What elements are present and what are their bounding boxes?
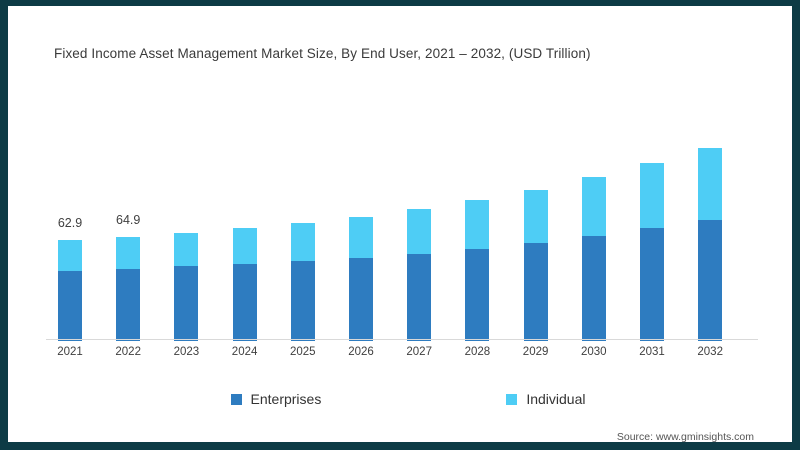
bar-group-2024[interactable] xyxy=(232,101,257,341)
x-axis-line xyxy=(46,339,758,340)
bar-segment-enterprises[interactable] xyxy=(349,257,373,341)
x-axis-tick-2026: 2026 xyxy=(348,346,374,358)
bar-group-2029[interactable] xyxy=(523,101,548,341)
x-axis-tick-2032: 2032 xyxy=(697,346,723,358)
x-axis-tick-2029: 2029 xyxy=(522,346,549,358)
bar-value-label-2021: 62.9 xyxy=(57,215,83,230)
chart-legend: Enterprises Individual xyxy=(8,391,800,407)
bar-group-2023[interactable] xyxy=(174,101,199,341)
bar-segment-individual[interactable] xyxy=(58,240,82,271)
x-axis-tick-2028: 2028 xyxy=(464,346,491,358)
bar-group-2028[interactable] xyxy=(465,101,490,341)
x-axis-tick-2030: 2030 xyxy=(581,346,607,358)
chart-card: Fixed Income Asset Management Market Siz… xyxy=(8,6,792,443)
legend-item-individual[interactable]: Individual xyxy=(506,391,585,407)
bar-group-2031[interactable] xyxy=(640,101,664,341)
bar-group-2025[interactable] xyxy=(290,101,315,341)
bar-segment-individual[interactable] xyxy=(523,189,548,243)
bar-segment-enterprises[interactable] xyxy=(232,263,257,341)
bar-segment-individual[interactable] xyxy=(640,163,664,229)
x-axis-tick-2027: 2027 xyxy=(406,346,432,358)
bar-segment-enterprises[interactable] xyxy=(407,253,432,341)
bar-segment-enterprises[interactable] xyxy=(174,266,199,341)
bar-group-2030[interactable] xyxy=(581,101,606,341)
bar-group-2021[interactable] xyxy=(58,101,82,341)
bar-segment-individual[interactable] xyxy=(581,177,606,236)
bar-group-2026[interactable] xyxy=(349,101,373,341)
bar-segment-individual[interactable] xyxy=(698,148,723,221)
x-axis-tick-2021: 2021 xyxy=(57,346,83,358)
bar-segment-individual[interactable] xyxy=(407,209,432,254)
legend-label: Enterprises xyxy=(250,391,322,407)
bar-segment-enterprises[interactable] xyxy=(581,235,606,341)
source-attribution: Source: www.gminsights.com xyxy=(616,431,754,443)
bar-segment-individual[interactable] xyxy=(116,236,141,269)
bar-group-2032[interactable] xyxy=(698,101,723,341)
bar-segment-enterprises[interactable] xyxy=(58,270,82,341)
bar-group-2022[interactable] xyxy=(116,101,141,341)
bar-segment-enterprises[interactable] xyxy=(290,261,315,341)
legend-item-enterprises[interactable]: Enterprises xyxy=(230,391,322,407)
x-axis-tick-2031: 2031 xyxy=(639,346,665,358)
bar-segment-enterprises[interactable] xyxy=(698,220,723,341)
x-axis-tick-2025: 2025 xyxy=(290,346,316,358)
bar-segment-individual[interactable] xyxy=(174,232,199,267)
bar-group-2027[interactable] xyxy=(407,101,432,341)
bar-segment-enterprises[interactable] xyxy=(116,268,141,341)
legend-label: Individual xyxy=(526,391,586,407)
x-axis-tick-2023: 2023 xyxy=(173,346,200,358)
bar-segment-individual[interactable] xyxy=(465,200,490,249)
bar-segment-enterprises[interactable] xyxy=(465,248,490,341)
bar-segment-enterprises[interactable] xyxy=(640,228,664,341)
square-swatch-icon xyxy=(230,393,242,405)
bar-segment-individual[interactable] xyxy=(232,227,257,264)
bar-segment-individual[interactable] xyxy=(349,217,373,258)
x-axis-tick-2024: 2024 xyxy=(231,346,258,358)
bar-segment-enterprises[interactable] xyxy=(523,242,548,341)
bar-value-label-2022: 64.9 xyxy=(116,212,141,227)
plot-area xyxy=(46,101,756,341)
page-title: Fixed Income Asset Management Market Siz… xyxy=(54,46,591,61)
square-swatch-icon xyxy=(506,393,518,405)
x-axis-tick-2022: 2022 xyxy=(115,346,141,358)
bar-segment-individual[interactable] xyxy=(290,222,315,262)
